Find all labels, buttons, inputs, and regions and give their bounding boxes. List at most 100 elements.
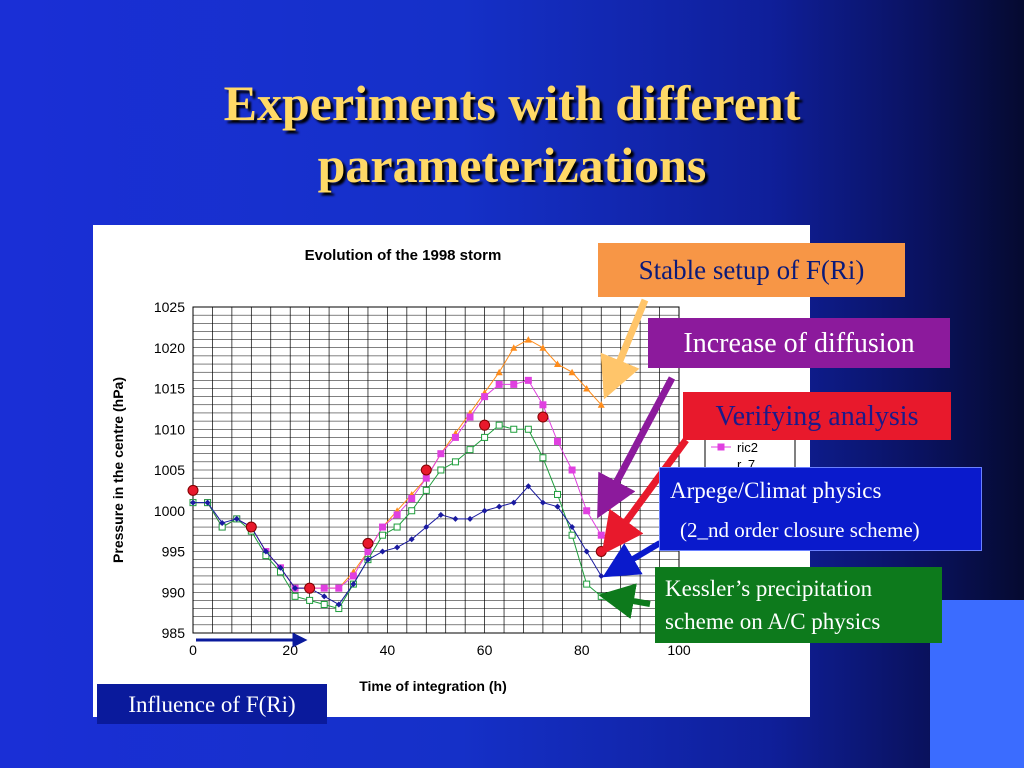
x-axis-label: Time of integration (h): [359, 678, 507, 694]
series-line: [193, 339, 602, 589]
data-point: [394, 544, 401, 551]
data-point: [379, 523, 387, 531]
callout-kessler-scheme: Kessler’s precipitation scheme on A/C ph…: [655, 567, 942, 643]
y-tick-label: 995: [162, 544, 186, 560]
data-point: [554, 437, 561, 445]
data-point: [524, 425, 532, 433]
analysis-point: [420, 464, 432, 476]
data-point: [583, 548, 590, 555]
data-point: [437, 450, 445, 458]
analysis-point: [245, 521, 257, 533]
data-point: [437, 511, 444, 518]
data-point: [495, 380, 503, 388]
data-point: [510, 344, 518, 351]
data-point: [554, 490, 561, 498]
y-tick-label: 1015: [154, 381, 185, 397]
data-point: [598, 572, 605, 579]
data-point: [481, 393, 489, 401]
y-tick-label: 1025: [154, 299, 185, 315]
data-point: [496, 503, 503, 510]
data-point: [510, 425, 518, 433]
series-line: [193, 379, 602, 589]
y-axis-label: Pressure in the centre (hPa): [110, 377, 126, 563]
callout-kessler-line2: scheme on A/C physics: [665, 609, 881, 634]
x-tick-label: 20: [282, 642, 298, 658]
x-tick-label: 40: [380, 642, 396, 658]
data-point: [320, 600, 328, 608]
data-point: [495, 421, 503, 429]
chart-title: Evolution of the 1998 storm: [305, 247, 502, 264]
callout-arpege-physics: Arpege/Climat physics (2_nd order closur…: [659, 467, 982, 551]
data-point: [364, 556, 371, 563]
callout-arpege-line2: (2_nd order closure scheme): [680, 518, 920, 542]
x-tick-label: 100: [667, 642, 691, 658]
y-tick-label: 1000: [154, 503, 185, 519]
data-point: [306, 596, 314, 604]
data-point: [408, 507, 416, 515]
data-point: [393, 511, 401, 519]
analysis-point: [304, 582, 316, 594]
data-point: [204, 499, 211, 506]
y-tick-label: 990: [162, 584, 186, 600]
data-point: [597, 531, 605, 539]
data-point: [233, 515, 240, 522]
legend-marker-ric2: [717, 443, 725, 451]
data-point: [452, 515, 459, 522]
data-point: [349, 572, 357, 580]
data-point: [379, 548, 386, 555]
data-point: [525, 483, 532, 490]
data-point: [379, 531, 387, 539]
data-point: [335, 601, 342, 608]
data-point: [335, 584, 343, 592]
data-point: [393, 523, 401, 531]
data-point: [495, 368, 503, 376]
data-point: [568, 466, 576, 474]
slide-title: Experiments with different parameterizat…: [0, 72, 1024, 196]
data-point: [262, 548, 269, 555]
analysis-point: [595, 546, 607, 557]
data-point: [408, 495, 416, 503]
data-point: [350, 581, 357, 588]
analysis-point: [537, 411, 549, 423]
callout-kessler-line1: Kessler’s precipitation: [665, 576, 873, 601]
data-point: [320, 584, 328, 592]
data-point: [422, 486, 430, 494]
analysis-point: [187, 484, 199, 496]
data-point: [321, 593, 328, 600]
data-point: [481, 507, 488, 514]
data-point: [583, 385, 591, 392]
data-point: [569, 524, 576, 531]
slide-title-line1: Experiments with different: [223, 75, 801, 131]
data-point: [568, 368, 576, 376]
data-point: [583, 507, 591, 515]
data-point: [291, 592, 299, 600]
decorative-panel: [930, 600, 1024, 768]
data-point: [568, 531, 576, 539]
analysis-point: [362, 537, 374, 549]
data-point: [554, 503, 561, 510]
y-tick-label: 1005: [154, 462, 185, 478]
callout-increase-diffusion: Increase of diffusion: [648, 318, 950, 368]
data-point: [539, 344, 547, 351]
data-point: [423, 524, 430, 531]
data-point: [597, 592, 605, 600]
data-point: [466, 413, 474, 421]
data-point: [524, 376, 532, 384]
data-point: [451, 433, 459, 441]
callout-arpege-line1: Arpege/Climat physics: [670, 478, 882, 503]
data-point: [539, 454, 547, 462]
y-tick-label: 985: [162, 625, 186, 641]
data-point: [364, 548, 372, 555]
y-tick-label: 1020: [154, 340, 185, 356]
data-point: [481, 433, 489, 441]
x-tick-label: 60: [477, 642, 493, 658]
data-point: [539, 499, 546, 506]
data-point: [292, 585, 299, 592]
callout-verifying-analysis: Verifying analysis: [683, 392, 951, 440]
data-point: [524, 336, 532, 343]
data-point: [467, 515, 474, 522]
data-point: [277, 564, 284, 571]
data-point: [466, 446, 474, 454]
data-point: [597, 401, 605, 408]
analysis-point: [479, 419, 491, 431]
